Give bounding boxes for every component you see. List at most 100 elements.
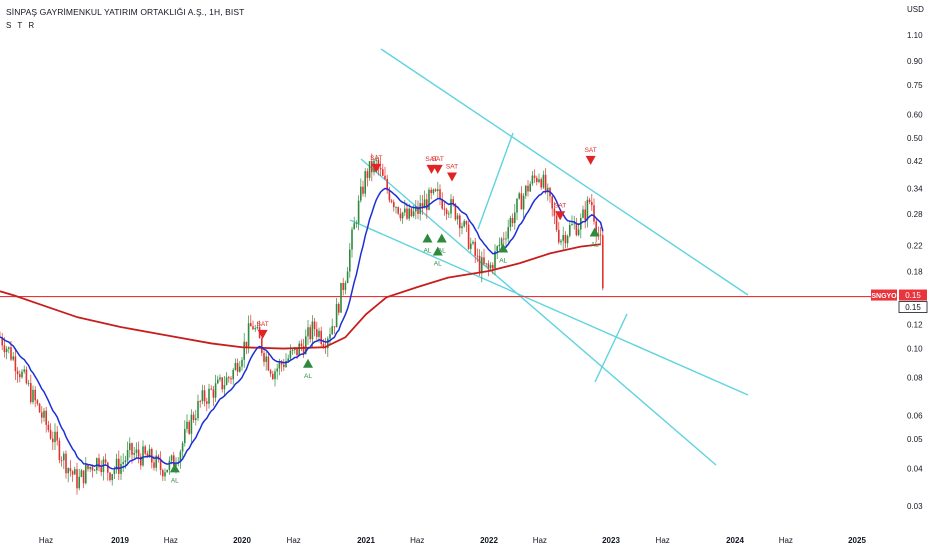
y-tick-label: 0.22: [907, 241, 923, 250]
y-tick-label: 0.06: [907, 411, 923, 420]
candle: [448, 213, 450, 215]
buy-signal-label: AL: [499, 257, 507, 264]
candle: [335, 303, 338, 328]
candle: [507, 227, 509, 239]
candle: [217, 379, 219, 384]
candle: [38, 403, 41, 413]
candle: [386, 178, 388, 191]
candle: [250, 323, 252, 327]
candle: [584, 209, 586, 221]
candle: [1, 337, 3, 346]
candle: [401, 212, 404, 219]
candle: [362, 186, 364, 194]
candle: [412, 211, 415, 217]
candle: [146, 453, 149, 458]
buy-signal-label: AL: [591, 241, 599, 248]
candle: [25, 369, 28, 384]
ohlc-tag: [898, 301, 928, 313]
candle: [133, 452, 135, 455]
candle: [223, 384, 226, 390]
indicator-label: S T R: [6, 21, 37, 30]
candle: [395, 207, 397, 208]
candle: [437, 189, 439, 192]
candle: [461, 226, 463, 229]
candle: [547, 187, 549, 192]
candle: [175, 463, 177, 466]
candle: [12, 356, 14, 360]
candle: [274, 371, 276, 380]
y-tick-label: 0.08: [907, 374, 923, 383]
x-tick-label: Haz: [410, 536, 424, 545]
candle: [518, 193, 520, 199]
candle: [432, 189, 435, 194]
candle: [247, 323, 250, 347]
candle: [366, 171, 369, 178]
x-tick-label: 2025: [848, 536, 866, 545]
candle: [278, 362, 281, 369]
candle: [19, 374, 21, 378]
candle: [505, 238, 507, 240]
candle: [487, 263, 490, 269]
candle: [155, 455, 157, 468]
candle: [353, 223, 355, 230]
channel-line[interactable]: [380, 48, 749, 296]
candle: [329, 334, 331, 339]
candle: [100, 467, 102, 473]
candle: [388, 190, 391, 201]
candle: [406, 208, 408, 219]
buy-signal-label: AL: [304, 373, 312, 380]
candle: [151, 449, 153, 463]
candle: [245, 341, 248, 347]
candle: [181, 443, 184, 452]
candle: [503, 238, 505, 240]
candle: [243, 341, 245, 360]
channel-line[interactable]: [594, 313, 628, 383]
candle: [214, 383, 217, 398]
candle: [137, 449, 140, 457]
buy-signal-marker: [422, 233, 433, 243]
candle: [509, 217, 512, 228]
candle: [45, 410, 47, 425]
candle: [265, 356, 267, 362]
candle: [212, 389, 215, 398]
candle: [558, 229, 560, 243]
candle: [168, 460, 171, 470]
candle: [30, 383, 32, 403]
candle: [186, 421, 188, 429]
candle: [533, 175, 536, 178]
y-tick-label: 0.60: [907, 110, 923, 119]
candle: [408, 208, 410, 219]
candle: [236, 362, 239, 372]
candle: [49, 429, 52, 439]
channel-line[interactable]: [360, 158, 717, 466]
candle: [344, 282, 347, 290]
candle: [327, 338, 329, 349]
candle: [190, 414, 193, 434]
candle: [428, 189, 430, 210]
candle: [76, 469, 78, 489]
candle: [511, 217, 514, 224]
candle: [280, 362, 283, 365]
candle: [5, 348, 8, 353]
candle: [52, 438, 54, 443]
y-tick-label: 0.18: [907, 268, 923, 277]
candle: [32, 389, 34, 403]
candle: [417, 206, 419, 214]
candle: [69, 468, 72, 472]
candle: [135, 449, 138, 453]
candle: [371, 161, 373, 173]
candle: [349, 249, 351, 272]
candle: [562, 235, 564, 241]
channel-line[interactable]: [349, 219, 749, 396]
channel-line[interactable]: [477, 132, 514, 230]
y-tick-label: 0.04: [907, 464, 923, 473]
buy-signal-marker: [169, 463, 180, 473]
candle: [516, 198, 518, 213]
candle: [142, 446, 144, 466]
candle: [96, 458, 98, 471]
candle: [47, 424, 50, 430]
candle: [307, 327, 309, 337]
candle: [571, 224, 573, 226]
